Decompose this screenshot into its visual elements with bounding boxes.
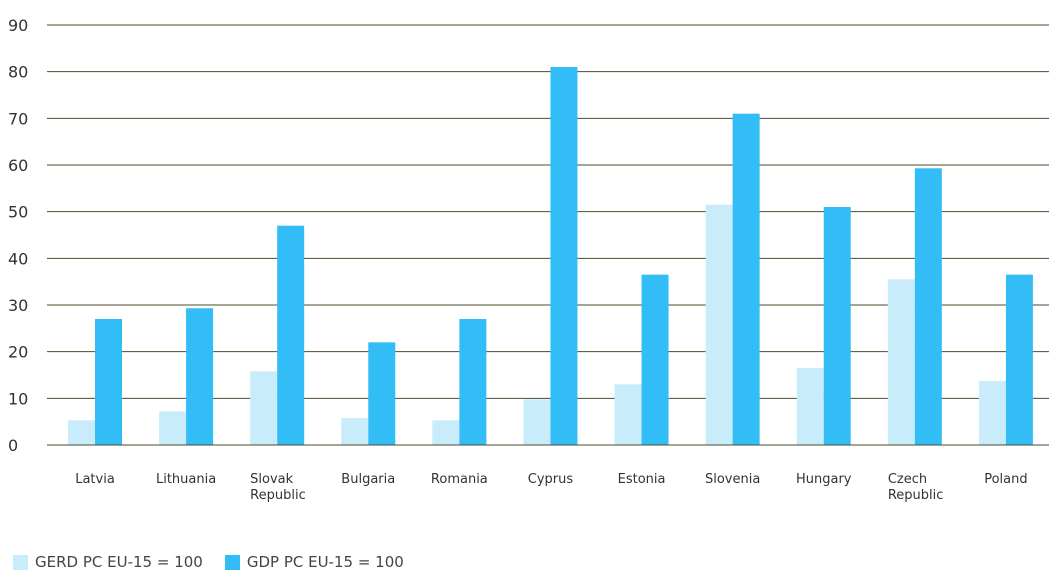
y-tick-label: 0 [8,436,18,455]
x-category-label: Latvia [75,472,115,487]
bar-gdp [368,342,396,445]
x-axis-category-labels: Latvia Lithuania Slovak Republic Bulgaria Rom… [75,472,1027,503]
bar-gerd [68,420,95,445]
bar-gdp [459,319,487,445]
bar-gdp [823,207,851,445]
bar-chart: 0 10 20 30 40 50 60 70 80 90 Latvia Lithuania Slova… [8,16,1049,503]
x-category-label: Czech Republic [888,472,944,503]
y-tick-label: 90 [8,16,28,35]
y-tick-label: 50 [8,203,28,222]
legend-label: GERD PC EU-15 = 100 [35,553,203,571]
bar-gerd [432,420,460,445]
legend: GERD PC EU-15 = 100 GDP PC EU-15 = 100 [13,553,426,571]
bar-gerd [159,411,187,445]
legend-item-gerd: GERD PC EU-15 = 100 [13,553,203,571]
y-tick-label: 80 [8,63,28,82]
legend-swatch [224,554,240,570]
bar-gdp [914,168,942,445]
bars [47,67,1049,446]
x-category-label: Romania [431,472,488,487]
bar-gerd [523,399,551,445]
bar-gdp [186,308,214,445]
bar-gdp [641,274,669,445]
x-category-label: Slovenia [705,472,760,487]
legend-item-gdp: GDP PC EU-15 = 100 [224,553,404,571]
y-tick-label: 70 [8,109,28,128]
legend-label: GDP PC EU-15 = 100 [246,553,404,571]
x-category-label: Estonia [618,472,666,487]
bar-gerd [705,204,733,445]
y-tick-label: 40 [8,249,28,268]
bar-gerd [341,417,369,445]
bar-gerd [614,384,642,445]
x-category-label: Bulgaria [341,472,395,487]
bar-gdp [277,225,305,445]
bar-gerd [250,371,278,445]
x-category-label: Lithuania [156,472,216,487]
y-axis-tick-labels: 0 10 20 30 40 50 60 70 80 90 [8,16,28,455]
y-tick-label: 10 [8,389,28,408]
y-tick-label: 20 [8,343,28,362]
x-category-label: Poland [984,472,1027,487]
bar-gerd [796,368,824,445]
legend-swatch [13,554,28,570]
bar-gdp [732,113,760,446]
x-category-label: Slovak Republic [250,472,306,503]
x-category-label: Cyprus [528,472,574,487]
gridlines [47,24,1049,446]
bar-gdp [1005,274,1033,445]
bar-gdp [95,319,122,445]
x-category-label: Hungary [796,472,852,487]
bar-gerd [978,381,1006,445]
y-tick-label: 30 [8,296,28,315]
bar-gdp [550,67,578,445]
bar-gerd [887,279,915,445]
y-tick-label: 60 [8,156,28,175]
